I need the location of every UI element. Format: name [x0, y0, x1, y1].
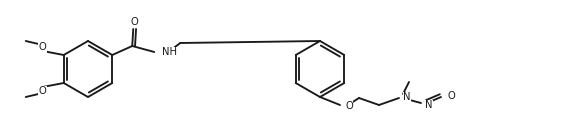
Text: NH: NH [162, 47, 177, 57]
Text: O: O [39, 42, 46, 52]
Text: N: N [403, 92, 410, 102]
Text: O: O [130, 17, 138, 27]
Text: O: O [345, 101, 353, 111]
Text: O: O [39, 86, 46, 96]
Text: O: O [447, 91, 454, 101]
Text: N: N [425, 100, 432, 110]
